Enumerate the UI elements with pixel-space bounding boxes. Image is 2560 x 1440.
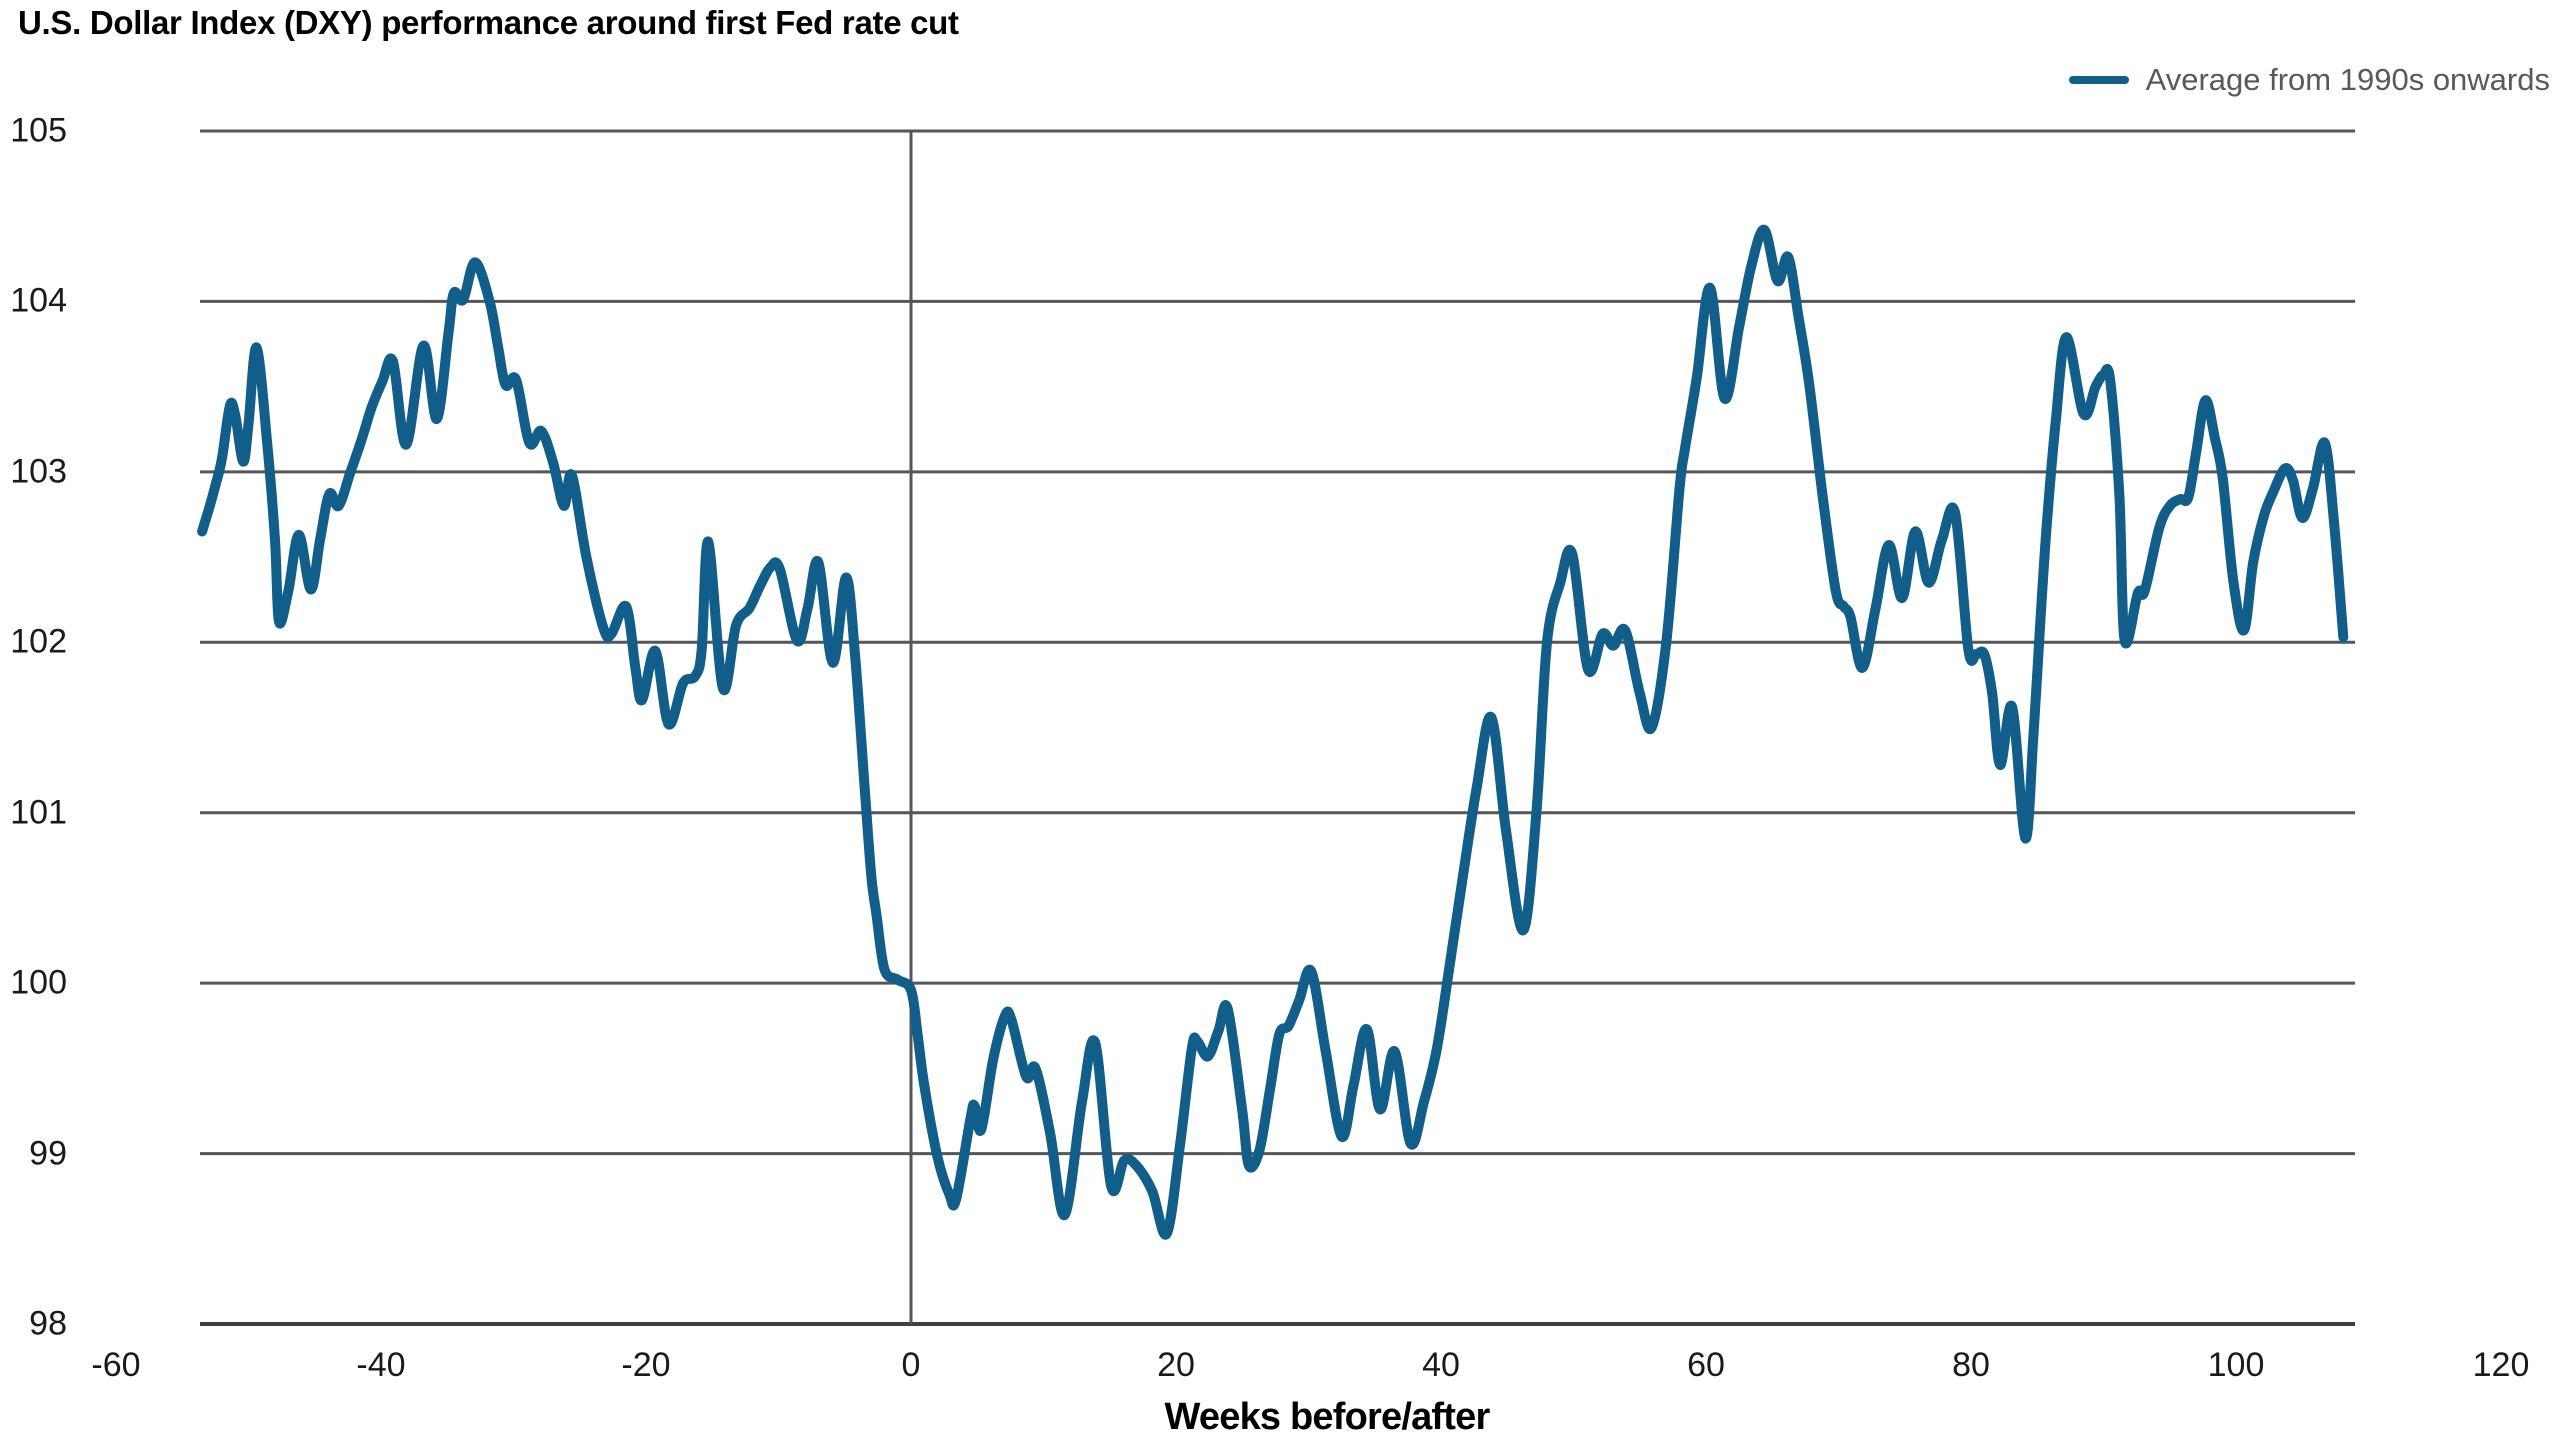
legend-line-swatch — [2068, 76, 2129, 84]
y-tick-98: 98 — [29, 1304, 67, 1343]
y-tick-99: 99 — [29, 1134, 67, 1173]
x-tick--60: -60 — [91, 1346, 141, 1384]
x-tick-40: 40 — [1422, 1346, 1460, 1384]
x-tick-120: 120 — [2472, 1346, 2530, 1384]
legend-label: Average from 1990s onwards — [2145, 62, 2550, 97]
x-tick-20: 20 — [1157, 1346, 1195, 1384]
y-tick-103: 103 — [10, 452, 67, 491]
legend: Average from 1990s onwards — [2068, 62, 2550, 98]
x-tick-0: 0 — [901, 1346, 921, 1384]
x-tick-60: 60 — [1687, 1346, 1725, 1384]
y-tick-100: 100 — [10, 963, 67, 1002]
x-tick--40: -40 — [356, 1346, 406, 1384]
y-tick-102: 102 — [10, 622, 67, 661]
series-line-0 — [197, 224, 2349, 1240]
y-tick-105: 105 — [10, 111, 67, 150]
y-tick-101: 101 — [10, 793, 67, 832]
x-tick-80: 80 — [1952, 1346, 1990, 1384]
x-tick--20: -20 — [621, 1346, 671, 1384]
x-tick-100: 100 — [2207, 1346, 2265, 1384]
chart-title: U.S. Dollar Index (DXY) performance arou… — [18, 4, 959, 41]
y-tick-104: 104 — [10, 281, 67, 320]
x-axis-title: Weeks before/after — [1164, 1396, 1491, 1438]
